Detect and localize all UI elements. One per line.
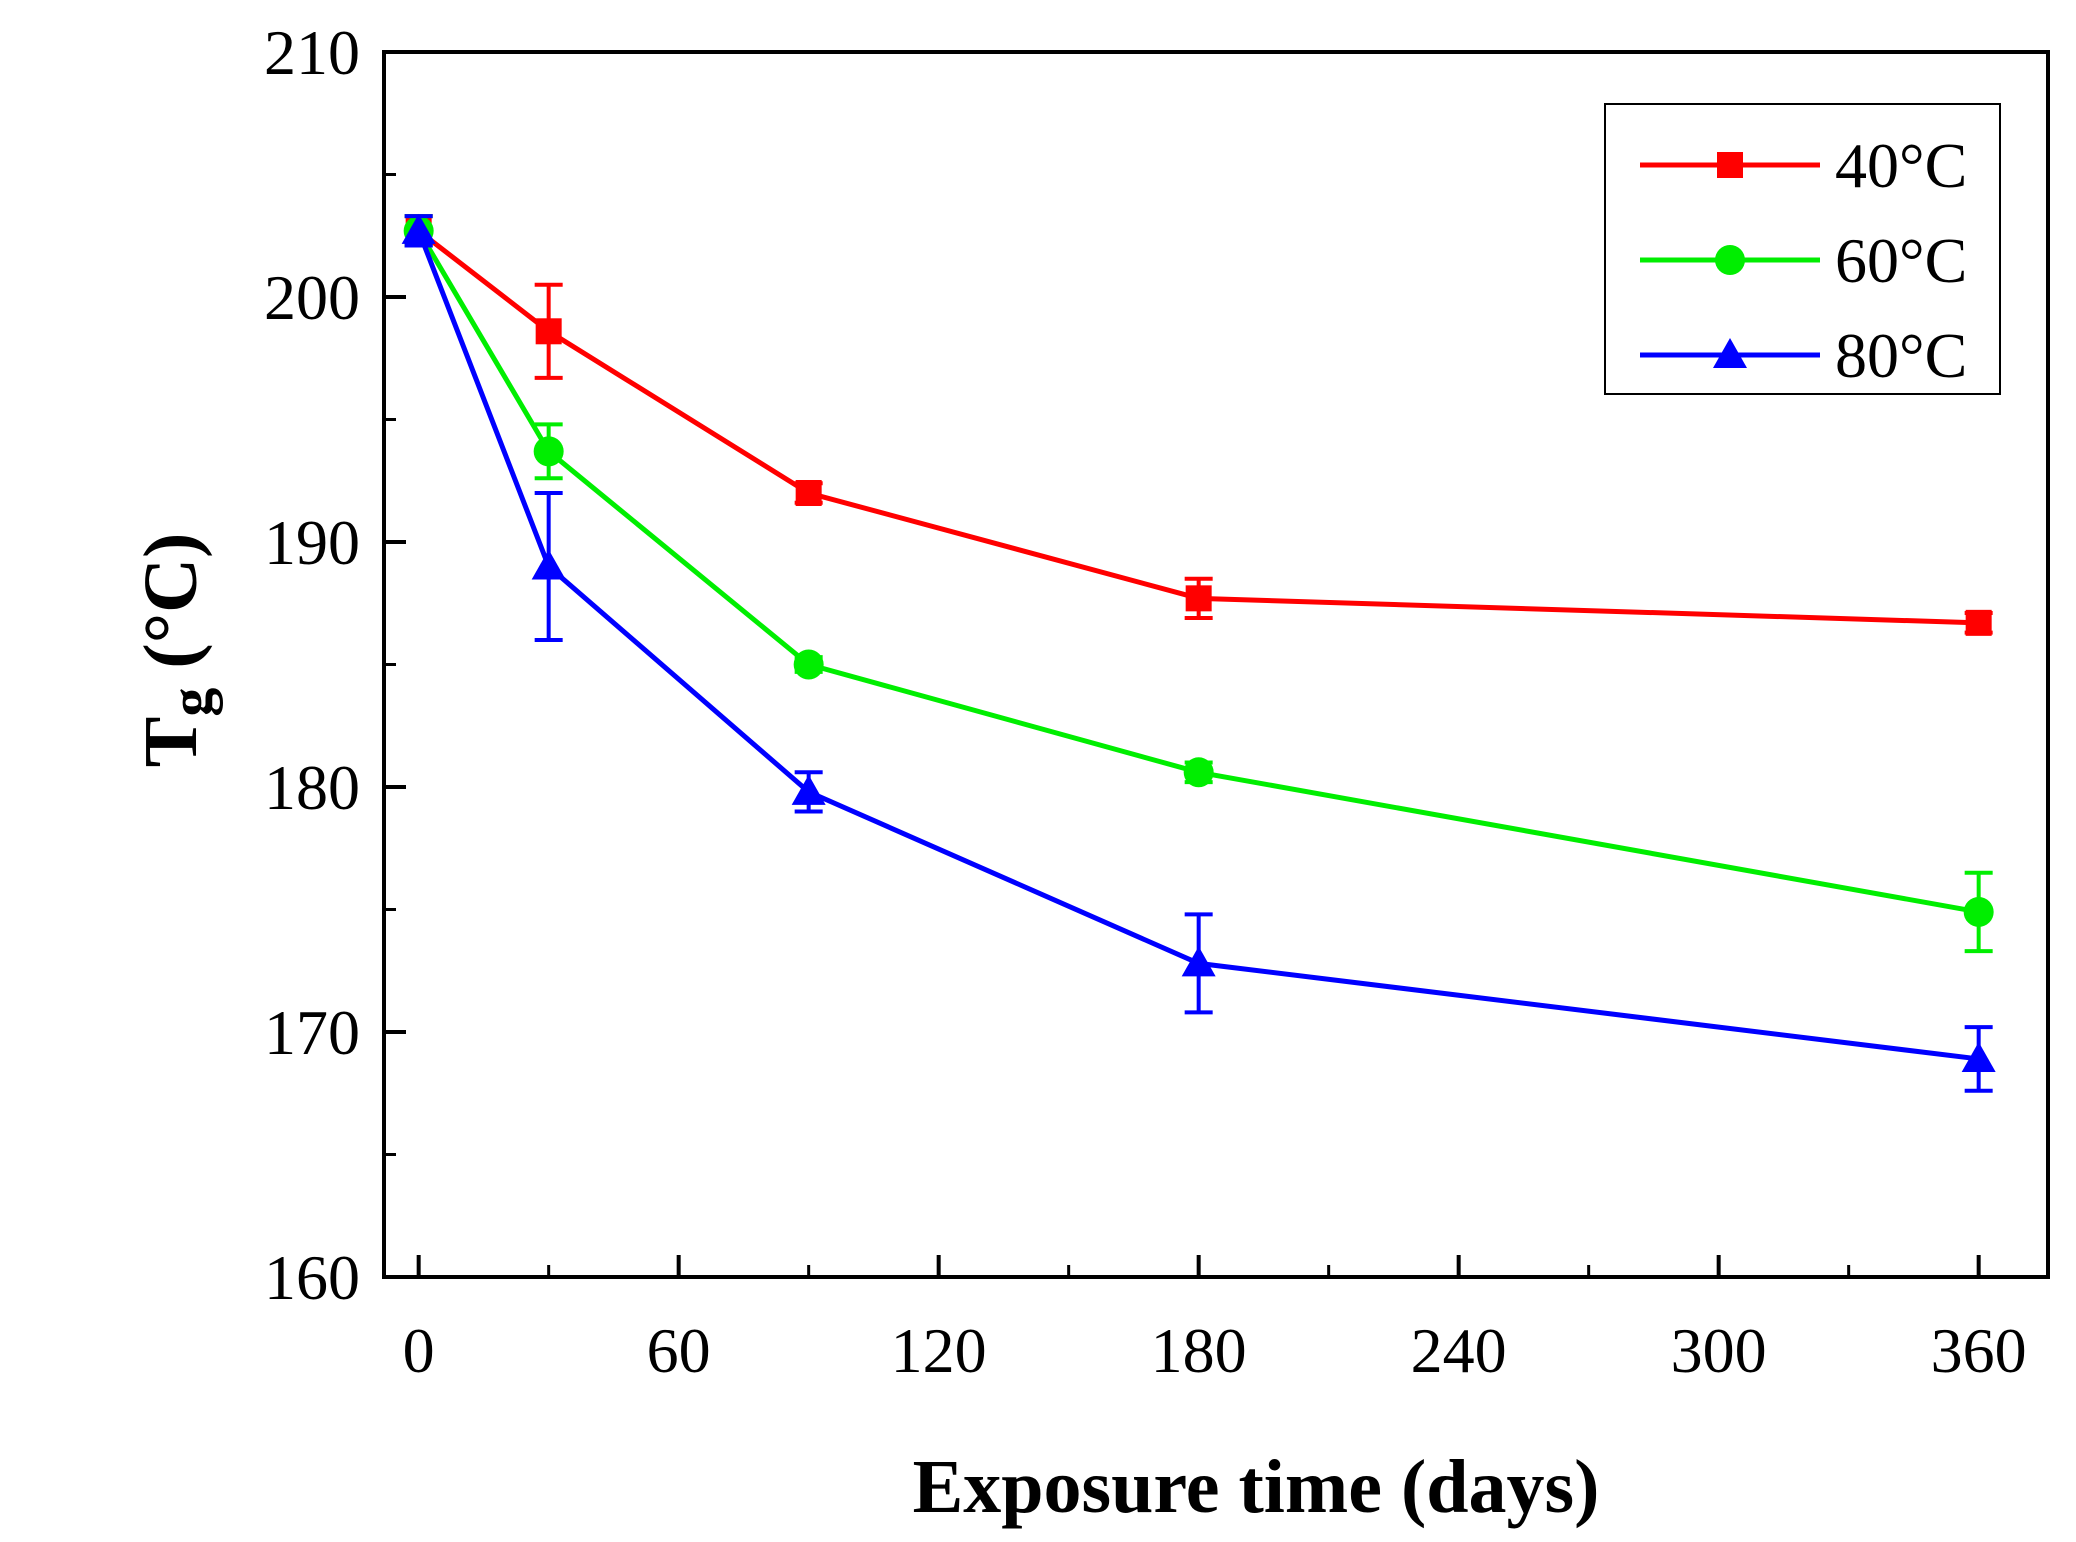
x-major-ticks: 0 60 120 180 240 300 360 (403, 1255, 2027, 1386)
data-point (791, 774, 826, 805)
y-tick-label: 200 (264, 262, 360, 333)
y-axis-title-main: T (129, 717, 213, 768)
x-tick-label: 60 (647, 1315, 711, 1386)
legend-item-80°C: 80°C (1640, 320, 1967, 391)
y-tick-label: 190 (264, 507, 360, 578)
data-point (1183, 757, 1214, 788)
data-point (1961, 1041, 1996, 1072)
y-tick-label: 180 (264, 752, 360, 823)
data-point (535, 318, 562, 345)
data-point (401, 213, 436, 244)
legend-item-60°C: 60°C (1640, 225, 1967, 296)
series-layer (401, 213, 1996, 1093)
legend-marker (1715, 245, 1745, 275)
x-tick-label: 360 (1931, 1315, 2027, 1386)
y-tick-label: 210 (264, 17, 360, 88)
series-80°C (401, 213, 1996, 1093)
legend: 40°C 60°C 80°C (1604, 103, 2001, 395)
legend-marker (1713, 338, 1747, 368)
data-point (531, 549, 566, 580)
data-point (1185, 585, 1212, 612)
legend-marker (1717, 152, 1743, 178)
data-point (533, 436, 564, 467)
y-tick-label: 170 (264, 997, 360, 1068)
plot-frame (382, 50, 2050, 1279)
data-point (1965, 609, 1992, 636)
y-axis-title-sub: g (158, 688, 223, 717)
x-tick-label: 300 (1671, 1315, 1767, 1386)
data-point (793, 649, 824, 680)
legend-label: 60°C (1835, 225, 1967, 296)
x-axis-title: Exposure time (days) (913, 1445, 1600, 1529)
data-point (1181, 946, 1216, 977)
y-tick-label: 160 (264, 1242, 360, 1313)
y-axis-title: Tg (°C) (129, 533, 223, 768)
x-tick-label: 120 (891, 1315, 987, 1386)
x-tick-label: 240 (1411, 1315, 1507, 1386)
data-point (795, 480, 822, 506)
x-tick-label: 0 (403, 1315, 435, 1386)
data-point (1963, 896, 1994, 927)
legend-box (1604, 103, 2001, 395)
legend-item-40°C: 40°C (1640, 130, 1967, 201)
x-tick-label: 180 (1151, 1315, 1247, 1386)
y-axis-title-unit: (°C) (129, 533, 213, 688)
y-major-ticks: 160 170 180 190 200 210 (264, 17, 406, 1313)
series-60°C (403, 214, 1994, 954)
legend-label: 40°C (1835, 130, 1967, 201)
legend-label: 80°C (1835, 320, 1967, 391)
